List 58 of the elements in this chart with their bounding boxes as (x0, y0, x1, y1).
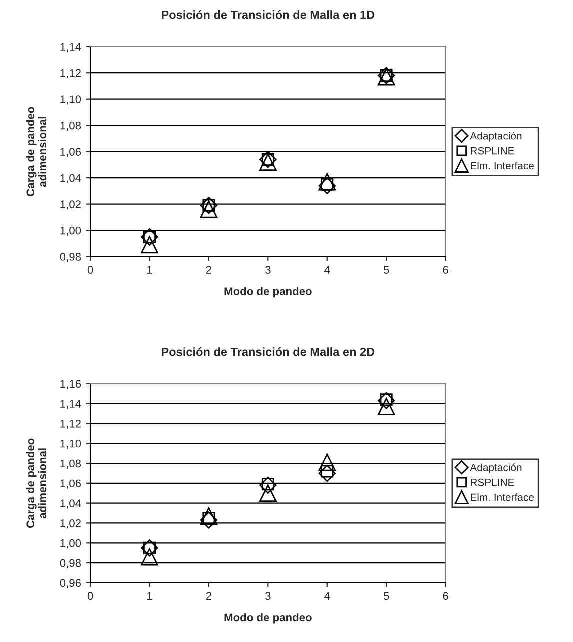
point (259, 154, 277, 172)
y-tick-label: 1,10 (60, 440, 82, 450)
legend-label: Elm. Interface (471, 162, 534, 170)
y-axis-title: Carga de pandeo adimensional (26, 107, 47, 196)
x-tick-label: 5 (384, 592, 390, 600)
legend-label: RSPLINE (471, 478, 514, 486)
x-tick-label: 6 (443, 266, 448, 274)
legend-label: Adaptación (470, 464, 522, 474)
y-tick-label: 1,04 (60, 174, 82, 184)
y-tick-label: 1,04 (60, 500, 82, 509)
x-tick-label: 3 (266, 266, 271, 274)
point (318, 464, 336, 482)
point (260, 476, 277, 494)
x-tick-label: 1 (148, 266, 152, 274)
x-tick-label: 6 (443, 592, 448, 600)
y-tick-label: 1,06 (60, 480, 82, 489)
x-tick-label: 1 (148, 592, 152, 600)
y-tick-label: 1,14 (60, 43, 82, 52)
y-tick-label: 1,12 (60, 420, 81, 430)
legend-label: Adaptación (470, 132, 522, 142)
x-tick-label: 3 (266, 592, 271, 600)
y-axis-title: Carga de pandeo adimensional (26, 438, 47, 528)
y-tick-label: 1,16 (60, 380, 82, 390)
y-tick-label: 0,98 (60, 253, 82, 262)
x-tick-label: 2 (206, 592, 212, 600)
x-tick-label: 0 (88, 266, 94, 274)
legend-label: Elm. Interface (471, 494, 534, 502)
y-tick-label: 0,98 (60, 559, 82, 568)
legend-label: RSPLINE (471, 147, 514, 155)
point (378, 392, 396, 410)
x-axis-title: Modo de pandeo (224, 613, 312, 624)
y-tick-label: 1,02 (60, 519, 81, 529)
y-tick-label: 1,02 (60, 200, 81, 210)
point (200, 200, 218, 218)
y-tick-label: 1,08 (60, 122, 82, 132)
point (141, 236, 158, 254)
x-tick-label: 2 (206, 266, 212, 274)
chart-title: Posición de Transición de Malla en 2D (162, 347, 375, 356)
point (378, 398, 396, 416)
x-tick-label: 0 (88, 592, 94, 600)
x-tick-label: 4 (324, 592, 330, 600)
y-tick-label: 1,10 (60, 96, 82, 105)
point (259, 484, 277, 502)
chart-title: Posición de Transición de Malla en 1D (162, 10, 375, 20)
x-tick-label: 4 (324, 266, 330, 274)
x-axis-title: Modo de pandeo (224, 287, 312, 298)
point (200, 508, 218, 525)
y-tick-label: 1,08 (60, 460, 82, 469)
point (141, 548, 158, 566)
point (318, 173, 336, 191)
y-tick-label: 1,12 (60, 69, 81, 79)
x-tick-label: 5 (384, 266, 390, 274)
y-tick-label: 1,06 (60, 148, 82, 158)
y-tick-label: 1,00 (60, 539, 82, 549)
y-tick-label: 0,96 (60, 579, 82, 588)
y-tick-label: 1,14 (60, 400, 82, 410)
point (318, 454, 336, 472)
y-tick-label: 1,00 (60, 226, 82, 236)
